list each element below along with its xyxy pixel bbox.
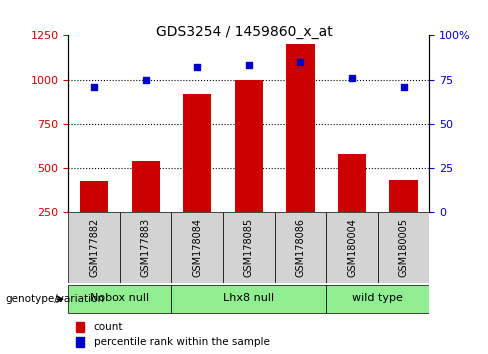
Text: Nobox null: Nobox null — [90, 293, 149, 303]
Text: genotype/variation: genotype/variation — [5, 294, 104, 304]
Text: wild type: wild type — [352, 293, 403, 303]
Bar — [132, 161, 160, 212]
Point — [142, 77, 150, 82]
Bar — [68, 212, 120, 283]
Text: GDS3254 / 1459860_x_at: GDS3254 / 1459860_x_at — [156, 25, 332, 39]
Bar — [326, 212, 378, 283]
Bar — [120, 212, 171, 283]
Text: percentile rank within the sample: percentile rank within the sample — [94, 337, 269, 347]
Point — [90, 84, 98, 90]
Bar — [275, 212, 326, 283]
Bar — [76, 337, 84, 347]
Text: Lhx8 null: Lhx8 null — [224, 293, 274, 303]
Bar — [80, 181, 108, 212]
Text: GSM177883: GSM177883 — [141, 218, 151, 278]
Text: GSM180005: GSM180005 — [399, 218, 408, 277]
Bar — [76, 322, 84, 332]
Bar — [378, 212, 429, 283]
Bar — [286, 44, 315, 212]
Text: GSM180004: GSM180004 — [347, 218, 357, 277]
Text: GSM177882: GSM177882 — [89, 218, 99, 278]
Text: GSM178084: GSM178084 — [192, 218, 203, 277]
Text: GSM178085: GSM178085 — [244, 218, 254, 278]
Bar — [171, 212, 223, 283]
Point — [193, 64, 201, 70]
Bar — [183, 94, 211, 212]
Bar — [171, 285, 326, 314]
Bar — [326, 285, 429, 314]
Point — [297, 59, 305, 65]
Bar — [389, 180, 418, 212]
Point — [400, 84, 407, 90]
Text: count: count — [94, 322, 123, 332]
Bar — [68, 285, 171, 314]
Point — [245, 63, 253, 68]
Text: GSM178086: GSM178086 — [295, 218, 305, 277]
Bar — [338, 154, 366, 212]
Bar — [223, 212, 275, 283]
Bar — [235, 80, 263, 212]
Point — [348, 75, 356, 81]
